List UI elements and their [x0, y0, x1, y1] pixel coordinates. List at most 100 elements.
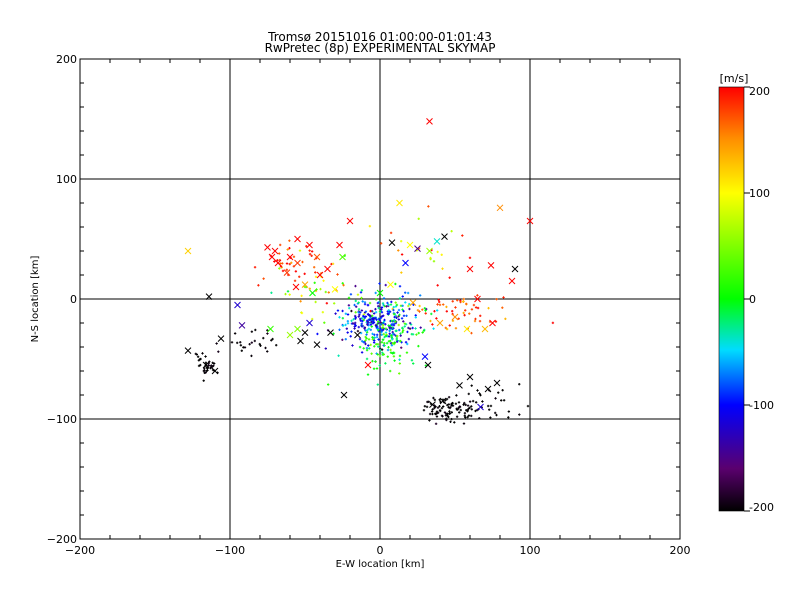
data-point [395, 316, 398, 320]
data-marker-x [283, 269, 291, 276]
data-marker-x [402, 259, 409, 267]
data-point [366, 373, 370, 376]
data-point [429, 256, 432, 260]
data-point [399, 239, 403, 243]
data-point [379, 316, 383, 320]
data-point [347, 296, 351, 300]
data-point [402, 309, 405, 313]
data-point [451, 300, 454, 303]
data-point [481, 400, 484, 403]
data-point [217, 350, 220, 353]
data-point [346, 319, 350, 323]
data-point [209, 366, 213, 369]
data-point [354, 299, 357, 303]
data-point [325, 302, 329, 305]
axis-ticks: −200 −100 0 100 200 −200 −100 0 100 200 [47, 53, 691, 557]
data-marker-x [346, 217, 354, 225]
data-point [357, 325, 360, 329]
data-marker-x [489, 319, 496, 327]
data-point [194, 352, 197, 356]
data-point [201, 352, 204, 355]
x-tick-label: 0 [377, 544, 384, 557]
data-point [418, 310, 421, 313]
data-point [411, 326, 414, 330]
data-point [459, 408, 462, 412]
data-point [467, 392, 470, 396]
data-point [397, 318, 400, 321]
data-point [371, 359, 374, 363]
data-point [359, 311, 362, 314]
data-point [350, 319, 353, 323]
data-point [332, 302, 336, 305]
data-point [363, 316, 366, 320]
data-point [468, 312, 471, 315]
colorbar-label: [m/s] [720, 72, 749, 85]
data-point [363, 327, 366, 330]
data-marker-x [267, 325, 274, 333]
data-point [466, 415, 469, 419]
data-point [462, 422, 466, 425]
data-point [365, 333, 368, 336]
data-point [457, 401, 461, 404]
data-point [502, 399, 506, 402]
data-point [388, 326, 391, 329]
data-point [468, 400, 472, 403]
data-point [381, 302, 385, 305]
data-point [312, 266, 316, 269]
data-point [316, 332, 319, 336]
data-point [288, 262, 291, 266]
data-point [310, 254, 313, 258]
data-point [417, 331, 420, 335]
data-point [210, 364, 213, 367]
data-point [526, 404, 530, 408]
data-point [349, 293, 353, 296]
data-point [450, 417, 453, 421]
data-point [378, 364, 381, 367]
data-point [478, 319, 482, 323]
data-point [423, 307, 426, 310]
data-marker-x [271, 247, 279, 255]
data-point [384, 283, 387, 287]
data-point [308, 252, 312, 256]
data-point [341, 324, 345, 327]
data-point [336, 309, 340, 312]
data-point [400, 271, 403, 274]
data-point [375, 367, 379, 370]
data-point [472, 303, 476, 307]
data-point [371, 338, 374, 341]
data-point [431, 408, 434, 411]
data-point [412, 362, 415, 365]
data-point [388, 310, 392, 313]
data-point [442, 405, 445, 408]
data-point [379, 242, 383, 245]
data-point [332, 332, 335, 335]
data-point [371, 332, 374, 336]
data-point [298, 249, 302, 252]
data-point [428, 419, 431, 422]
data-point [365, 348, 369, 352]
data-point [387, 303, 390, 306]
data-marker-x [429, 401, 436, 408]
data-point [467, 414, 471, 417]
data-point [205, 366, 209, 369]
data-point [489, 416, 492, 419]
data-point [204, 355, 207, 358]
data-point [359, 291, 363, 294]
data-marker-x [354, 331, 361, 339]
data-point [367, 327, 371, 330]
data-point [212, 362, 216, 365]
data-marker-x [327, 329, 334, 336]
data-point [427, 205, 430, 208]
data-point [473, 319, 477, 323]
data-point [551, 321, 555, 325]
data-point [376, 383, 380, 386]
data-point [341, 316, 345, 320]
data-point [383, 318, 386, 322]
data-point [438, 405, 441, 408]
data-point [507, 416, 510, 419]
data-point [324, 290, 327, 294]
chart-subtitle: RwPretec (8p) EXPERIMENTAL SKYMAP [265, 41, 496, 55]
data-marker-x [406, 241, 414, 249]
y-tick-label: 0 [70, 293, 77, 306]
data-point [344, 337, 347, 341]
